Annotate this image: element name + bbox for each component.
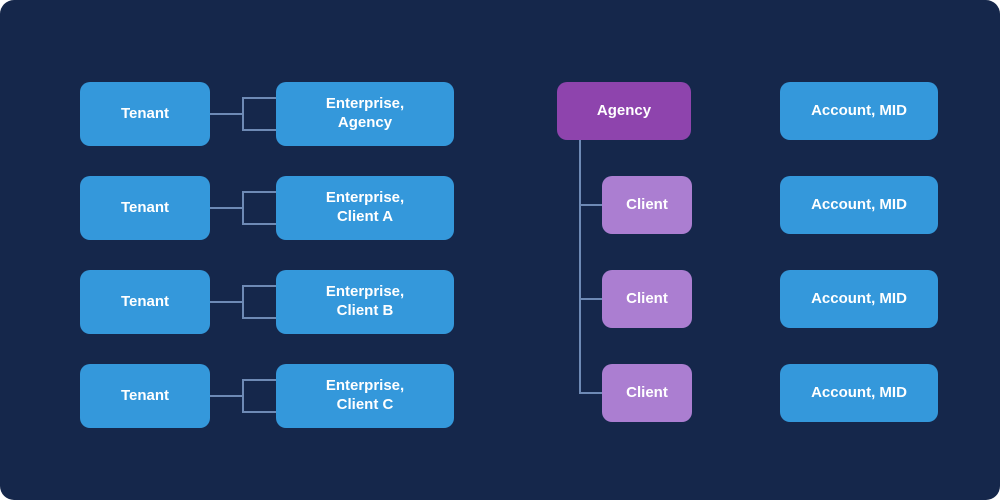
- node-client-1: Client: [602, 270, 692, 328]
- node-acct-1: Account, MID: [780, 176, 938, 234]
- diagram-canvas: Tenant Tenant Tenant Tenant Enterprise, Agen…: [0, 0, 1000, 500]
- node-ent-2: Enterprise, Client B: [276, 270, 454, 334]
- node-tenant-3: Tenant: [80, 364, 210, 428]
- node-acct-3: Account, MID: [780, 364, 938, 422]
- node-client-0: Client: [602, 176, 692, 234]
- node-ent-0: Enterprise, Agency: [276, 82, 454, 146]
- node-ent-3: Enterprise, Client C: [276, 364, 454, 428]
- node-tenant-0: Tenant: [80, 82, 210, 146]
- node-tenant-2: Tenant: [80, 270, 210, 334]
- node-client-2: Client: [602, 364, 692, 422]
- node-acct-2: Account, MID: [780, 270, 938, 328]
- node-agency: Agency: [557, 82, 691, 140]
- node-tenant-1: Tenant: [80, 176, 210, 240]
- node-ent-1: Enterprise, Client A: [276, 176, 454, 240]
- node-acct-0: Account, MID: [780, 82, 938, 140]
